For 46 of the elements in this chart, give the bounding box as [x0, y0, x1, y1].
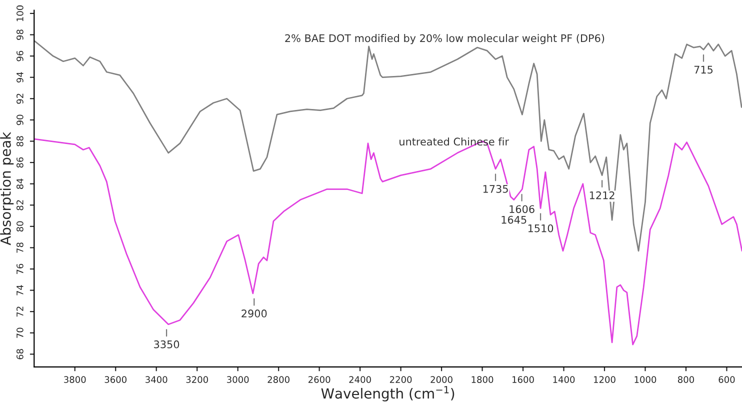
- x-tick-label: 2800: [268, 376, 290, 383]
- y-tick-label: 100: [16, 5, 24, 22]
- y-tick-label: 72: [16, 306, 24, 317]
- y-axis-title: Absorption peak: [0, 132, 14, 246]
- x-tick-label: 600: [718, 376, 735, 383]
- y-tick-label: 86: [16, 157, 24, 168]
- y-tick-label: 98: [16, 30, 24, 40]
- y-tick-label: 82: [16, 200, 24, 210]
- annotation: 1510: [528, 224, 554, 232]
- x-tick-label: 2400: [349, 376, 371, 383]
- annotation: 1212: [590, 191, 614, 200]
- y-tick-label: 92: [16, 94, 24, 104]
- x-tick-label: 1200: [594, 376, 616, 383]
- x-tick-label: 2200: [390, 376, 412, 383]
- y-tick-label: 76: [16, 264, 24, 274]
- annotation: 1606: [510, 205, 534, 214]
- y-tick-label: 94: [16, 72, 24, 83]
- x-tick-label: 2600: [308, 376, 330, 383]
- x-tick-label: 2000: [430, 376, 452, 383]
- x-tick-label: 1800: [472, 376, 494, 383]
- y-tick-label: 90: [16, 114, 24, 126]
- y-tick-label: 84: [16, 178, 24, 189]
- series-label: untreated Chinese fir: [400, 138, 509, 146]
- annotation: 1735: [483, 184, 508, 193]
- annotation: 715: [694, 66, 713, 74]
- annotation: 2900: [242, 310, 267, 318]
- x-axis-title: Wavelength (cm$^{−1}$): [321, 386, 454, 402]
- x-tick-label: 3800: [64, 376, 86, 383]
- x-tick-label: 1600: [512, 376, 534, 383]
- annotation: 3350: [154, 340, 180, 348]
- annotation: 1645: [502, 216, 526, 224]
- x-tick-label: 3600: [104, 376, 126, 383]
- x-tick-label: 3400: [146, 376, 168, 383]
- y-tick-label: 74: [16, 285, 24, 296]
- x-tick-label: 1000: [634, 376, 656, 383]
- x-tick-label: 800: [678, 376, 694, 383]
- y-tick-label: 68: [16, 349, 24, 360]
- y-tick-label: 70: [16, 328, 24, 338]
- y-tick-label: 96: [16, 50, 24, 62]
- x-tick-label: 3000: [227, 376, 249, 383]
- y-tick-label: 80: [16, 221, 24, 232]
- y-tick-label: 78: [16, 242, 24, 253]
- y-tick-label: 88: [16, 136, 24, 146]
- x-tick-label: 1400: [553, 376, 575, 383]
- text: 2% BAE DOT modified by 20% low molecular weight PF (DP6): [285, 34, 604, 44]
- x-tick-label: 3200: [186, 376, 208, 383]
